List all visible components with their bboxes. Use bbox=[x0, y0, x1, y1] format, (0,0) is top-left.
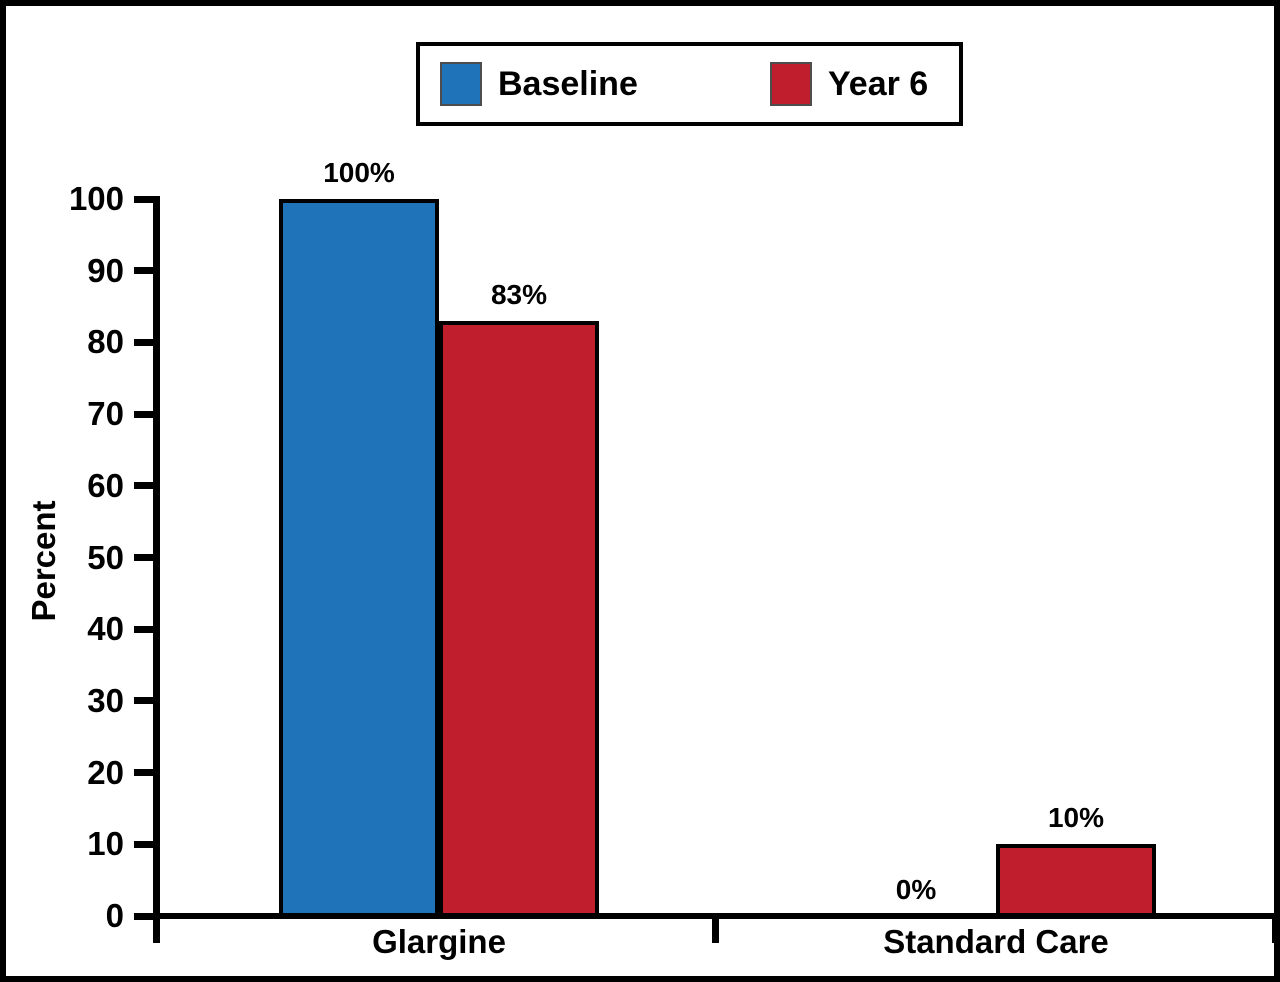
baseline-color-swatch bbox=[440, 62, 482, 106]
x-axis-tick-right bbox=[1272, 913, 1274, 943]
bar-glargine-baseline bbox=[279, 199, 439, 919]
y-tick-60 bbox=[134, 482, 156, 490]
category-label-glargine: Glargine bbox=[372, 923, 506, 960]
y-tick-label-80: 80 bbox=[87, 323, 124, 361]
y-tick-label-60: 60 bbox=[87, 466, 124, 504]
y-tick-20 bbox=[134, 769, 156, 777]
y-tick-50 bbox=[134, 554, 156, 561]
y-axis-title: Percent bbox=[25, 500, 62, 622]
legend: Baseline Year 6 bbox=[416, 42, 963, 126]
y-tick-70 bbox=[134, 410, 156, 418]
y-tick-30 bbox=[134, 697, 156, 705]
data-label-standard-care-year6: 10% bbox=[1047, 802, 1105, 834]
y-tick-80 bbox=[134, 338, 156, 346]
bar-glargine-year6 bbox=[439, 320, 599, 919]
data-label-standard-care-baseline: 0% bbox=[895, 874, 937, 905]
data-label-glargine-year6: 83% bbox=[490, 278, 548, 310]
category-label-standard-care: Standard Care bbox=[883, 923, 1109, 960]
y-axis-line bbox=[153, 196, 160, 943]
legend-item-year6: Year 6 bbox=[770, 46, 928, 122]
legend-label-baseline: Baseline bbox=[498, 65, 638, 103]
y-tick-label-0: 0 bbox=[105, 897, 124, 934]
data-label-glargine-baseline: 100% bbox=[323, 157, 395, 188]
y-tick-label-70: 70 bbox=[87, 395, 124, 433]
y-tick-label-30: 30 bbox=[87, 681, 124, 719]
y-tick-label-50: 50 bbox=[87, 538, 124, 576]
y-tick-100 bbox=[134, 195, 156, 203]
y-tick-0 bbox=[134, 912, 156, 920]
y-tick-label-10: 10 bbox=[87, 825, 124, 863]
y-tick-label-90: 90 bbox=[87, 251, 124, 289]
x-axis-tick-middle bbox=[712, 913, 719, 943]
year6-color-swatch bbox=[770, 62, 812, 106]
y-tick-10 bbox=[134, 840, 156, 848]
y-tick-label-20: 20 bbox=[87, 753, 124, 791]
bar-standard-care-year6 bbox=[996, 844, 1156, 919]
y-tick-label-100: 100 bbox=[68, 180, 124, 217]
legend-label-year6: Year 6 bbox=[828, 65, 929, 103]
y-tick-label-40: 40 bbox=[87, 610, 124, 648]
y-tick-40 bbox=[134, 625, 156, 633]
legend-item-baseline: Baseline bbox=[440, 46, 638, 122]
y-tick-90 bbox=[134, 267, 156, 275]
